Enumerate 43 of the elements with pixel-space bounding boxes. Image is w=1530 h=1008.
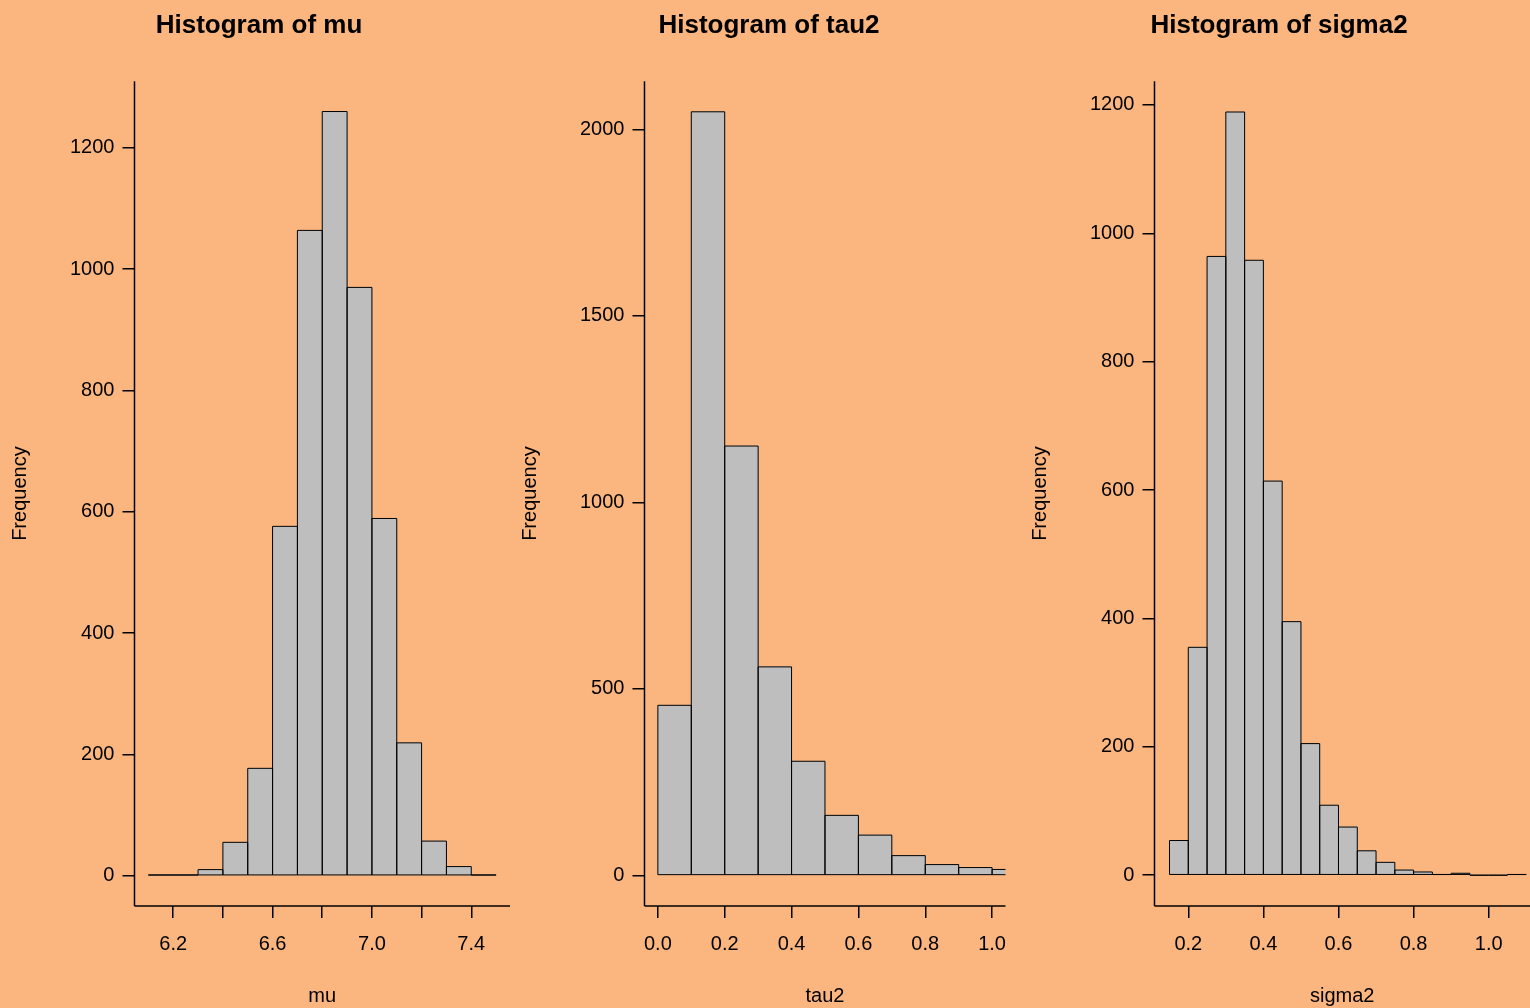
y-tick-label: 1000	[69, 256, 115, 279]
chart-title: Histogram of sigma2	[1150, 8, 1408, 39]
x-tick-label: 6.2	[159, 931, 188, 954]
y-tick-label: 1000	[1089, 220, 1135, 243]
y-tick-label: 800	[81, 378, 115, 401]
y-tick-label: 0	[103, 863, 115, 886]
y-axis-title: Frequency	[7, 446, 30, 541]
chart-title: Histogram of tau2	[658, 8, 880, 39]
x-tick-label: 1.0	[978, 931, 1006, 954]
y-tick-label: 400	[1101, 605, 1135, 628]
y-tick-label: 1200	[69, 135, 115, 158]
x-tick-label: 0.0	[643, 931, 672, 954]
y-tick-label: 600	[81, 499, 115, 522]
x-tick-label: 0.2	[1174, 931, 1203, 954]
x-tick-label: 0.8	[1399, 931, 1428, 954]
x-tick-label: 1.0	[1474, 931, 1503, 954]
x-tick-label: 7.0	[358, 931, 386, 954]
y-tick-label: 200	[81, 741, 115, 764]
x-tick-label: 0.2	[710, 931, 739, 954]
y-tick-label: 600	[1101, 477, 1135, 500]
x-axis-title: mu	[308, 983, 337, 1006]
y-tick-label: 0	[1123, 862, 1135, 885]
x-tick-label: 0.6	[844, 931, 873, 954]
y-tick-label: 800	[1101, 349, 1135, 372]
x-tick-label: 6.6	[258, 931, 287, 954]
x-tick-label: 0.4	[777, 931, 806, 954]
y-tick-label: 1200	[1089, 92, 1135, 115]
x-tick-label: 7.4	[457, 931, 486, 954]
y-tick-label: 500	[591, 676, 625, 699]
x-axis-title: tau2	[805, 983, 845, 1006]
chart-title: Histogram of mu	[155, 8, 363, 39]
y-tick-label: 2000	[579, 116, 625, 139]
x-tick-label: 0.8	[911, 931, 940, 954]
x-tick-label: 0.6	[1324, 931, 1353, 954]
x-tick-label: 0.4	[1249, 931, 1278, 954]
y-tick-label: 0	[613, 862, 625, 885]
y-tick-label: 1500	[579, 303, 625, 326]
y-tick-label: 400	[81, 620, 115, 643]
y-axis-title: Frequency	[517, 446, 540, 541]
y-tick-label: 1000	[579, 489, 625, 512]
y-tick-label: 200	[1101, 734, 1135, 757]
x-axis-title: sigma2	[1310, 983, 1375, 1006]
y-axis-title: Frequency	[1027, 446, 1050, 541]
